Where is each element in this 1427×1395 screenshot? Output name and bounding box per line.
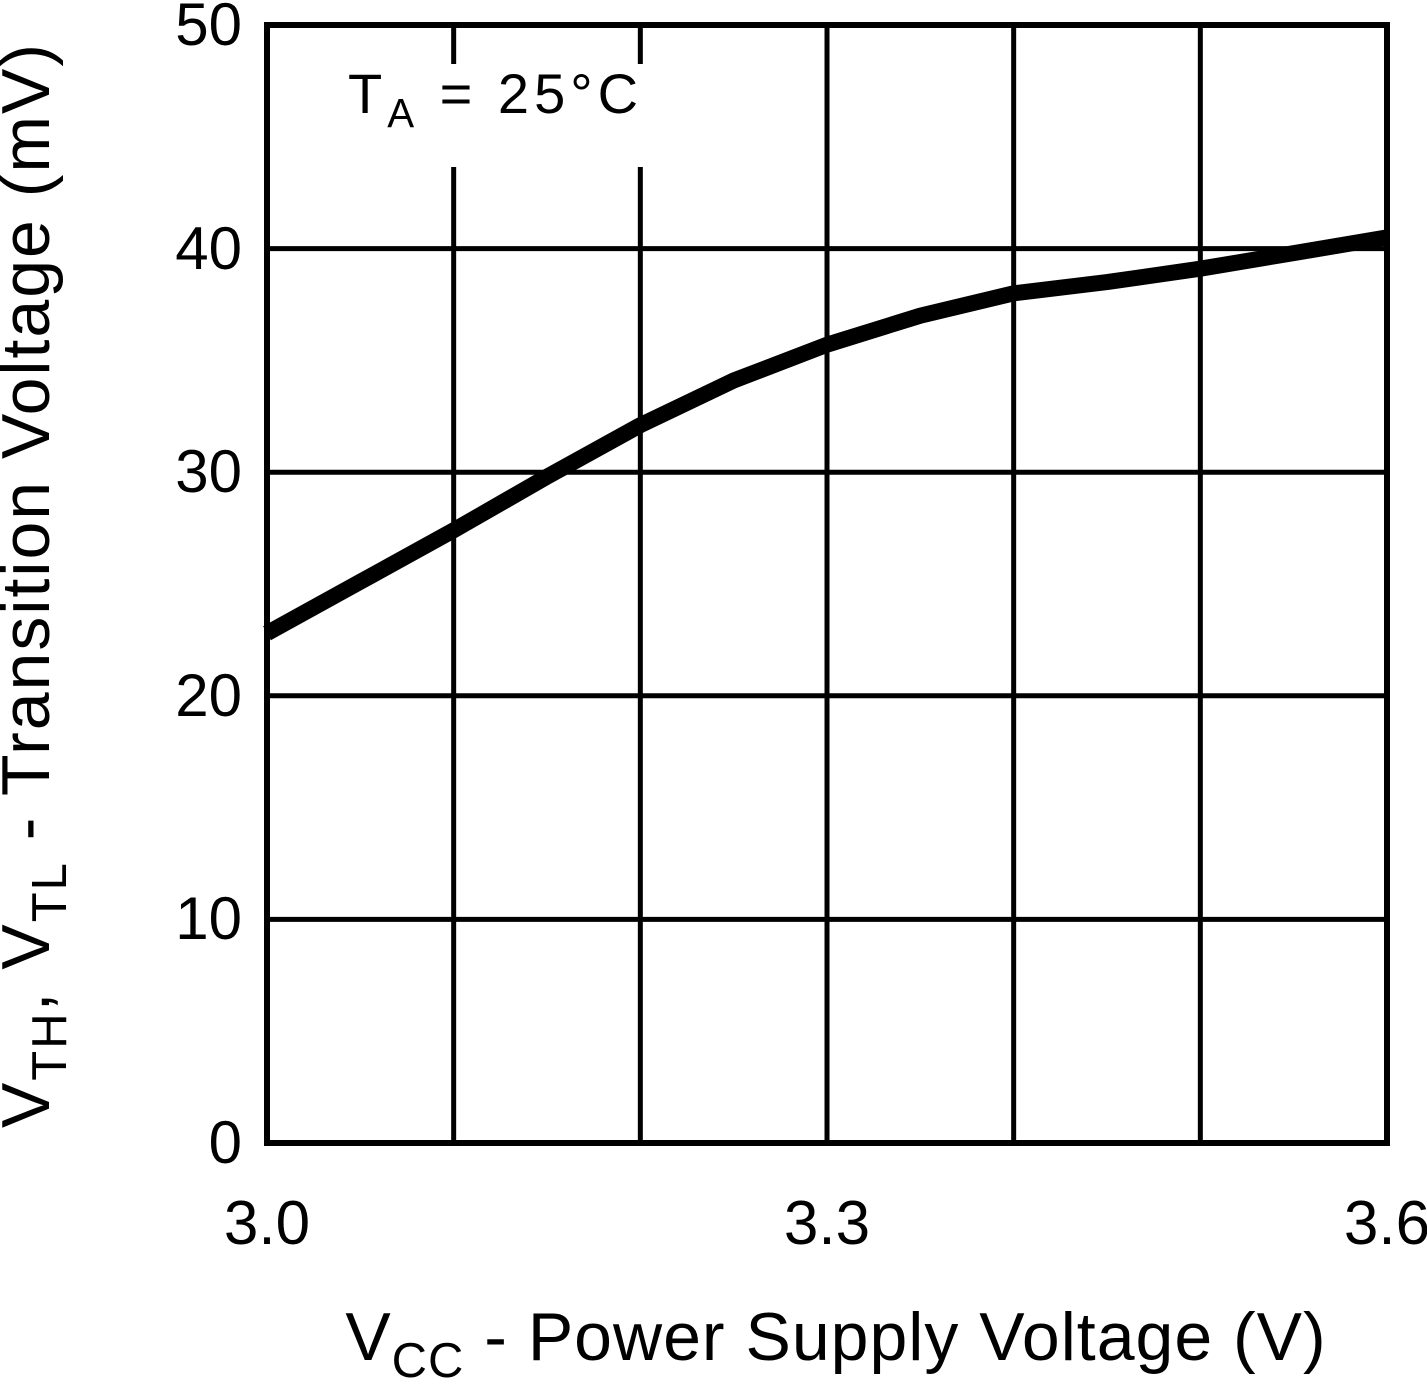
y-axis-label-symbol-1: V [0,1081,64,1128]
y-axis-label-text: - Transition Voltage (mV) [0,41,64,840]
x-tick-label-3v0: 3.0 [223,1189,311,1258]
y-tick-label-20: 20 [175,662,242,729]
annotation-symbol: T [348,62,388,125]
x-axis-label-subscript: CC [391,1334,465,1389]
x-axis-label-text: - Power Supply Voltage (V) [464,1299,1327,1375]
y-axis-label: VTH, VTL - Transition Voltage (mV) [0,42,84,1128]
y-tick-label-50: 50 [175,0,242,58]
y-tick-label-0: 0 [208,1109,242,1176]
x-tick-label-3v6: 3.6 [1343,1189,1427,1258]
y-tick-label-10: 10 [175,885,242,952]
annotation-subscript: A [387,90,420,137]
gridlines [267,25,1387,1143]
x-tick-label-3v3: 3.3 [783,1189,871,1258]
temperature-annotation: TA = 25°C [338,62,662,168]
plot-border [264,22,1390,1146]
y-axis-label-subscript-1: TH [23,1011,78,1081]
y-axis-label-subscript-2: TL [23,861,78,923]
annotation-value: = 25°C [419,62,644,125]
data-curve [263,229,1389,641]
y-axis-label-symbol-2: , V [0,922,64,1011]
y-tick-label-40: 40 [175,215,242,282]
x-axis-label: VCC - Power Supply Voltage (V) [345,1303,1326,1395]
x-axis-label-symbol: V [345,1299,392,1375]
y-tick-label-30: 30 [175,438,242,505]
